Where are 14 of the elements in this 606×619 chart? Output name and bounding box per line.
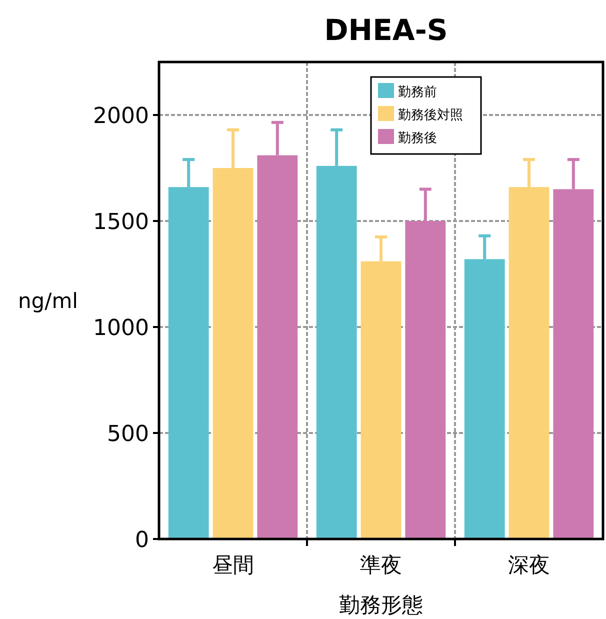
y-tick-label: 2000 <box>93 104 149 129</box>
x-tick-label: 準夜 <box>360 553 402 577</box>
y-tick-label: 500 <box>107 422 149 447</box>
legend-label: 勤務後 <box>398 131 437 146</box>
y-tick-label: 1500 <box>93 210 149 235</box>
legend-label: 勤務後対照 <box>398 107 463 123</box>
x-axis-title: 勤務形態 <box>339 593 423 617</box>
y-tick-label: 0 <box>135 528 149 553</box>
chart-title: DHEA-S <box>324 13 448 47</box>
x-tick-label: 深夜 <box>508 553 550 577</box>
y-tick-label: 1000 <box>93 316 149 341</box>
legend-label: 勤務前 <box>398 85 437 100</box>
y-axis-title: ng/ml <box>18 289 78 313</box>
x-tick-label: 昼間 <box>212 553 254 577</box>
